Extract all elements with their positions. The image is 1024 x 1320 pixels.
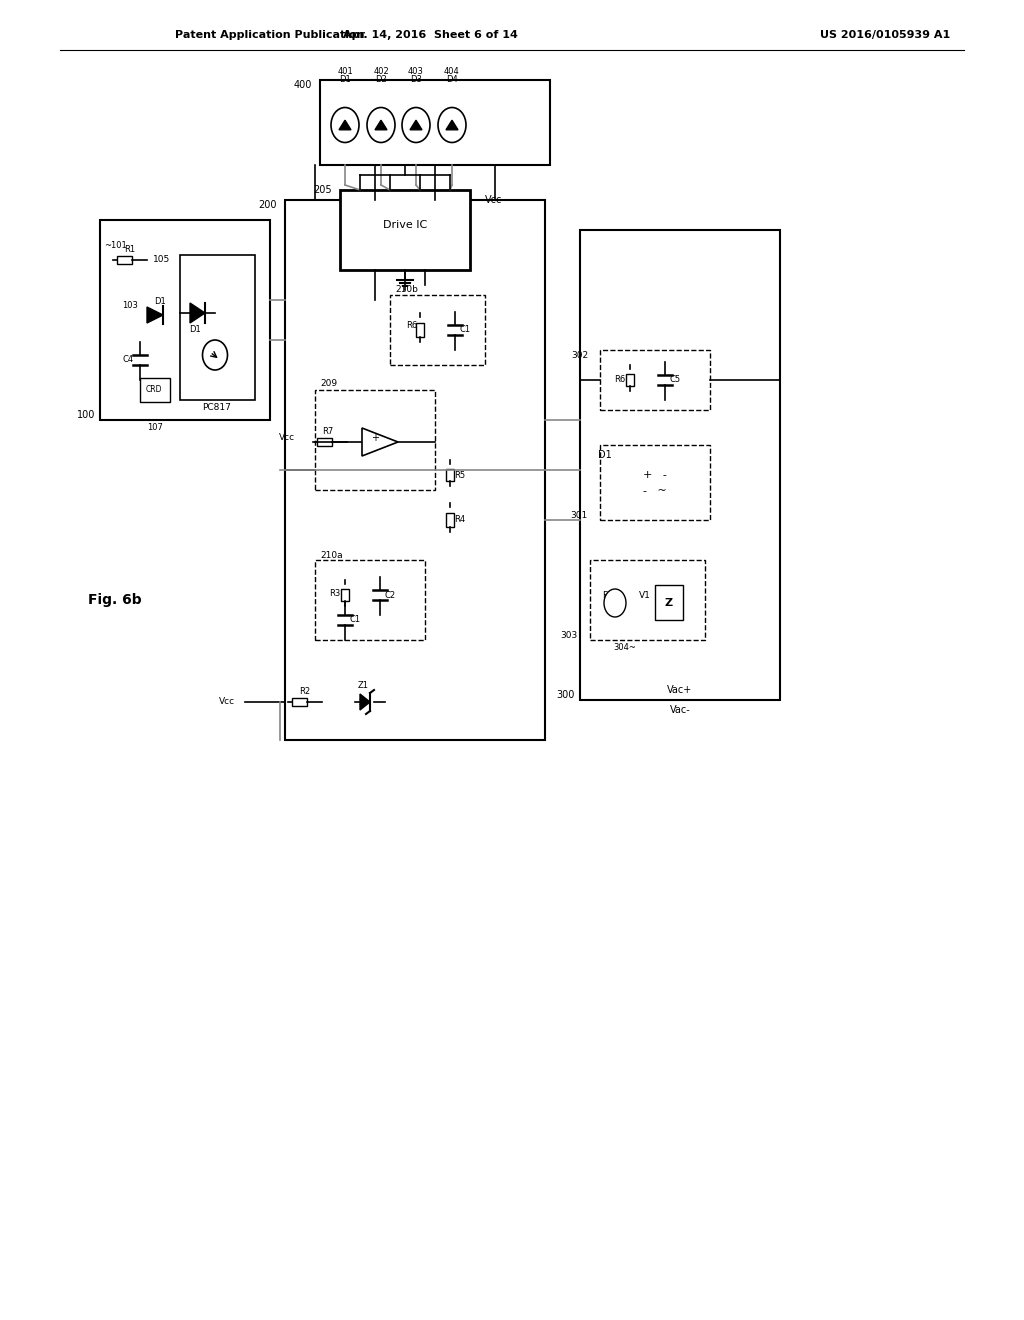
Text: C4: C4 <box>123 355 133 364</box>
Text: Vcc: Vcc <box>279 433 295 441</box>
Text: D1: D1 <box>339 74 351 83</box>
Text: Vac+: Vac+ <box>668 685 692 696</box>
Text: R4: R4 <box>455 516 466 524</box>
Text: Vcc: Vcc <box>485 195 503 205</box>
Text: C5: C5 <box>670 375 681 384</box>
Text: PC817: PC817 <box>203 404 231 412</box>
Bar <box>446 469 454 480</box>
Text: +   -: + - <box>643 470 667 480</box>
Bar <box>117 256 132 264</box>
Bar <box>340 190 470 271</box>
Text: D4: D4 <box>446 74 458 83</box>
Text: V1: V1 <box>639 590 651 599</box>
Text: R7: R7 <box>323 428 334 437</box>
Text: D1: D1 <box>598 450 612 459</box>
Text: R1: R1 <box>125 246 135 255</box>
Text: 304~: 304~ <box>613 644 637 652</box>
Text: 210b: 210b <box>395 285 418 294</box>
Bar <box>580 230 780 700</box>
Ellipse shape <box>331 107 359 143</box>
Text: 200: 200 <box>258 201 278 210</box>
Text: C1: C1 <box>460 326 471 334</box>
Polygon shape <box>147 308 163 323</box>
Bar <box>315 389 435 490</box>
Bar <box>416 323 424 337</box>
Bar <box>590 560 705 640</box>
Text: C1: C1 <box>349 615 360 624</box>
Text: 107: 107 <box>147 424 163 433</box>
Ellipse shape <box>203 341 227 370</box>
Polygon shape <box>446 120 458 129</box>
Text: 205: 205 <box>313 185 332 195</box>
Bar <box>341 589 349 601</box>
Text: F1: F1 <box>602 590 613 599</box>
Bar <box>100 220 270 420</box>
Text: 210a: 210a <box>319 550 343 560</box>
Ellipse shape <box>402 107 430 143</box>
Ellipse shape <box>367 107 395 143</box>
Text: CRD: CRD <box>145 385 162 395</box>
Text: Z: Z <box>665 598 673 609</box>
Text: 300: 300 <box>557 690 575 700</box>
Bar <box>655 585 683 620</box>
Text: R3: R3 <box>330 589 341 598</box>
Text: 103: 103 <box>122 301 138 309</box>
Text: -   ~: - ~ <box>643 486 667 496</box>
Text: D1: D1 <box>155 297 166 305</box>
Bar <box>446 513 454 527</box>
Text: R6: R6 <box>614 375 626 384</box>
Bar <box>285 201 545 741</box>
Text: R2: R2 <box>299 688 310 697</box>
Text: Vcc: Vcc <box>219 697 234 706</box>
Bar <box>140 378 170 403</box>
Polygon shape <box>375 120 387 129</box>
Bar <box>317 438 333 446</box>
Text: 400: 400 <box>294 81 312 90</box>
Text: D1: D1 <box>189 325 201 334</box>
Bar <box>292 698 307 706</box>
Text: Fig. 6b: Fig. 6b <box>88 593 141 607</box>
Bar <box>600 350 710 411</box>
Text: 302: 302 <box>570 351 588 359</box>
Ellipse shape <box>438 107 466 143</box>
Polygon shape <box>360 694 370 710</box>
Polygon shape <box>339 120 351 129</box>
Ellipse shape <box>604 589 626 616</box>
Bar <box>180 255 255 400</box>
Text: Vac-: Vac- <box>670 705 690 715</box>
Text: +: + <box>371 433 379 444</box>
Text: 303: 303 <box>561 631 578 639</box>
Polygon shape <box>190 304 205 323</box>
Text: R6: R6 <box>407 321 418 330</box>
Text: 105: 105 <box>153 256 170 264</box>
Text: Apr. 14, 2016  Sheet 6 of 14: Apr. 14, 2016 Sheet 6 of 14 <box>343 30 517 40</box>
Bar <box>319 81 550 165</box>
Text: R5: R5 <box>455 470 466 479</box>
Text: 209: 209 <box>319 380 337 388</box>
Text: Z1: Z1 <box>357 681 369 690</box>
Text: US 2016/0105939 A1: US 2016/0105939 A1 <box>820 30 950 40</box>
Text: 100: 100 <box>77 411 95 420</box>
Polygon shape <box>362 428 398 455</box>
Text: 403: 403 <box>408 67 424 77</box>
Text: D2: D2 <box>375 74 387 83</box>
Text: C2: C2 <box>384 590 395 599</box>
Text: ~101: ~101 <box>103 240 126 249</box>
Text: 401: 401 <box>337 67 353 77</box>
Text: 301: 301 <box>570 511 588 520</box>
Text: D3: D3 <box>410 74 422 83</box>
Bar <box>315 560 425 640</box>
Text: Drive IC: Drive IC <box>383 220 427 230</box>
Text: Patent Application Publication: Patent Application Publication <box>175 30 365 40</box>
Bar <box>600 445 710 520</box>
Polygon shape <box>410 120 422 129</box>
Text: 402: 402 <box>373 67 389 77</box>
Bar <box>390 294 485 366</box>
Text: 404: 404 <box>444 67 460 77</box>
Bar <box>626 374 634 385</box>
